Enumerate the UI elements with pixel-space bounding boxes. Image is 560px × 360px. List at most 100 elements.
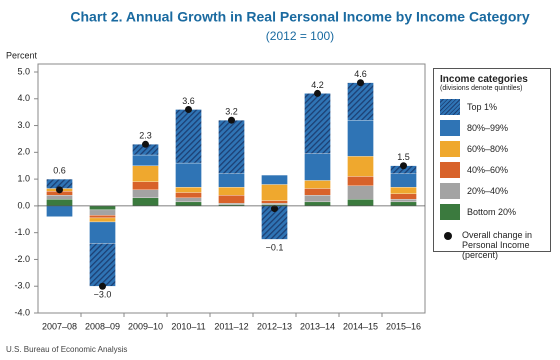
chart-subtitle: (2012 = 100): [266, 29, 334, 43]
x-tick-label: 2012–13: [257, 321, 292, 331]
bar-segment: [304, 195, 331, 203]
y-tick-label: 4.0: [17, 93, 30, 103]
x-tick-label: 2009–10: [128, 321, 163, 331]
total-dot: [228, 116, 235, 124]
data-label: 1.5: [397, 152, 410, 162]
y-tick-label: 3.0: [17, 120, 30, 130]
plot-frame: [37, 63, 426, 314]
legend-dot: [444, 232, 452, 240]
legend-item: Bottom 20%: [440, 201, 544, 222]
y-axis-label: Percent: [6, 50, 38, 60]
bar-segment: [218, 120, 245, 174]
legend-label: Bottom 20%: [467, 206, 517, 217]
legend-label: 40%–60%: [467, 164, 509, 175]
bar-segment: [304, 201, 331, 207]
total-dot: [357, 79, 364, 87]
y-tick-label: 1.0: [17, 173, 30, 183]
bar-segment: [132, 181, 159, 190]
legend-swatch: [440, 161, 460, 178]
data-label: −3.0: [94, 290, 112, 300]
x-tick-label: 2008–09: [85, 321, 120, 331]
legend-label: 60%–80%: [467, 143, 509, 154]
bar-segment: [261, 184, 288, 201]
bar-segment: [175, 109, 202, 164]
legend-item: 40%–60%: [440, 159, 544, 180]
bar-segment: [261, 174, 288, 185]
bar-segment: [89, 205, 116, 211]
x-tick-label: 2010–11: [171, 321, 205, 331]
x-tick-label: 2014–15: [343, 321, 378, 331]
y-tick-label: 0.0: [17, 200, 30, 210]
bar-segment: [175, 192, 202, 199]
bar-segment: [347, 120, 374, 157]
y-tick-label: -3.0: [14, 281, 30, 291]
bar-segment: [89, 243, 116, 287]
legend-title: Income categories: [440, 74, 528, 85]
legend-swatch: [440, 98, 460, 115]
legend-subtitle: (divisions denote quintiles): [440, 85, 523, 92]
legend-swatch: [440, 119, 460, 136]
total-dot: [99, 282, 106, 290]
bar-segment: [390, 193, 417, 200]
bar-segment: [390, 173, 417, 188]
bar-segment: [46, 205, 73, 217]
total-dot: [56, 186, 63, 194]
total-dot: [314, 89, 321, 97]
bar-segment: [347, 199, 374, 207]
total-dot: [271, 205, 278, 213]
data-label: 3.6: [182, 96, 195, 106]
legend-items: Top 1% 80%–99% 60%–80% 40%–60% 20%–40% Bottom…: [440, 96, 544, 260]
bar-segment: [89, 209, 116, 216]
bar-segment: [304, 93, 331, 154]
data-label: 3.2: [225, 107, 238, 117]
bar-segment: [304, 180, 331, 189]
source: U.S. Bureau of Economic Analysis: [6, 345, 127, 354]
bar-segment: [175, 186, 202, 193]
bar-segment: [218, 173, 245, 188]
x-tick-label: 2011–12: [214, 321, 248, 331]
legend-label: 20%–40%: [467, 185, 509, 196]
total-dot: [185, 105, 192, 113]
bar-segment: [218, 186, 245, 196]
total-dot: [142, 140, 149, 148]
bar-segment: [89, 215, 116, 219]
bar-segment: [304, 188, 331, 196]
bar-segment: [132, 154, 159, 166]
bar-segment: [175, 162, 202, 188]
data-label: 4.6: [354, 69, 367, 79]
legend-item: 60%–80%: [440, 138, 544, 159]
y-tick-label: 5.0: [17, 66, 30, 76]
bar-segment: [218, 203, 245, 205]
chart-title: Chart 2. Annual Growth in Real Personal …: [70, 9, 529, 25]
y-tick-label: 2.0: [17, 147, 30, 157]
bar-segment: [390, 199, 417, 203]
bar-segment: [46, 195, 73, 200]
bar-segment: [347, 176, 374, 186]
legend-swatch: [440, 182, 460, 199]
bar-segment: [89, 221, 116, 244]
data-label: −0.1: [266, 243, 284, 253]
bar-segment: [390, 201, 417, 207]
data-label: 4.2: [311, 80, 324, 90]
total-dot: [400, 162, 407, 170]
legend-label: 80%–99%: [467, 122, 509, 133]
legend-label: Overall change in Personal Income (perce…: [462, 230, 533, 260]
legend-item: 80%–99%: [440, 117, 544, 138]
legend-swatch: [440, 140, 460, 157]
bar-segment: [132, 189, 159, 199]
y-tick-label: -2.0: [14, 254, 30, 264]
bar-segment: [347, 82, 374, 121]
data-label: 2.3: [139, 131, 152, 141]
x-tick-label: 2015–16: [386, 321, 421, 331]
bar-segment: [347, 156, 374, 177]
bar-segment: [390, 186, 417, 194]
legend-item: Top 1%: [440, 96, 544, 117]
bar-segment: [175, 197, 202, 203]
bar-segment: [261, 200, 288, 204]
legend-label: Top 1%: [467, 101, 498, 112]
bar-segment: [46, 199, 73, 207]
y-tick-label: -1.0: [14, 227, 30, 237]
legend: Income categories (divisions denote quin…: [433, 68, 551, 260]
